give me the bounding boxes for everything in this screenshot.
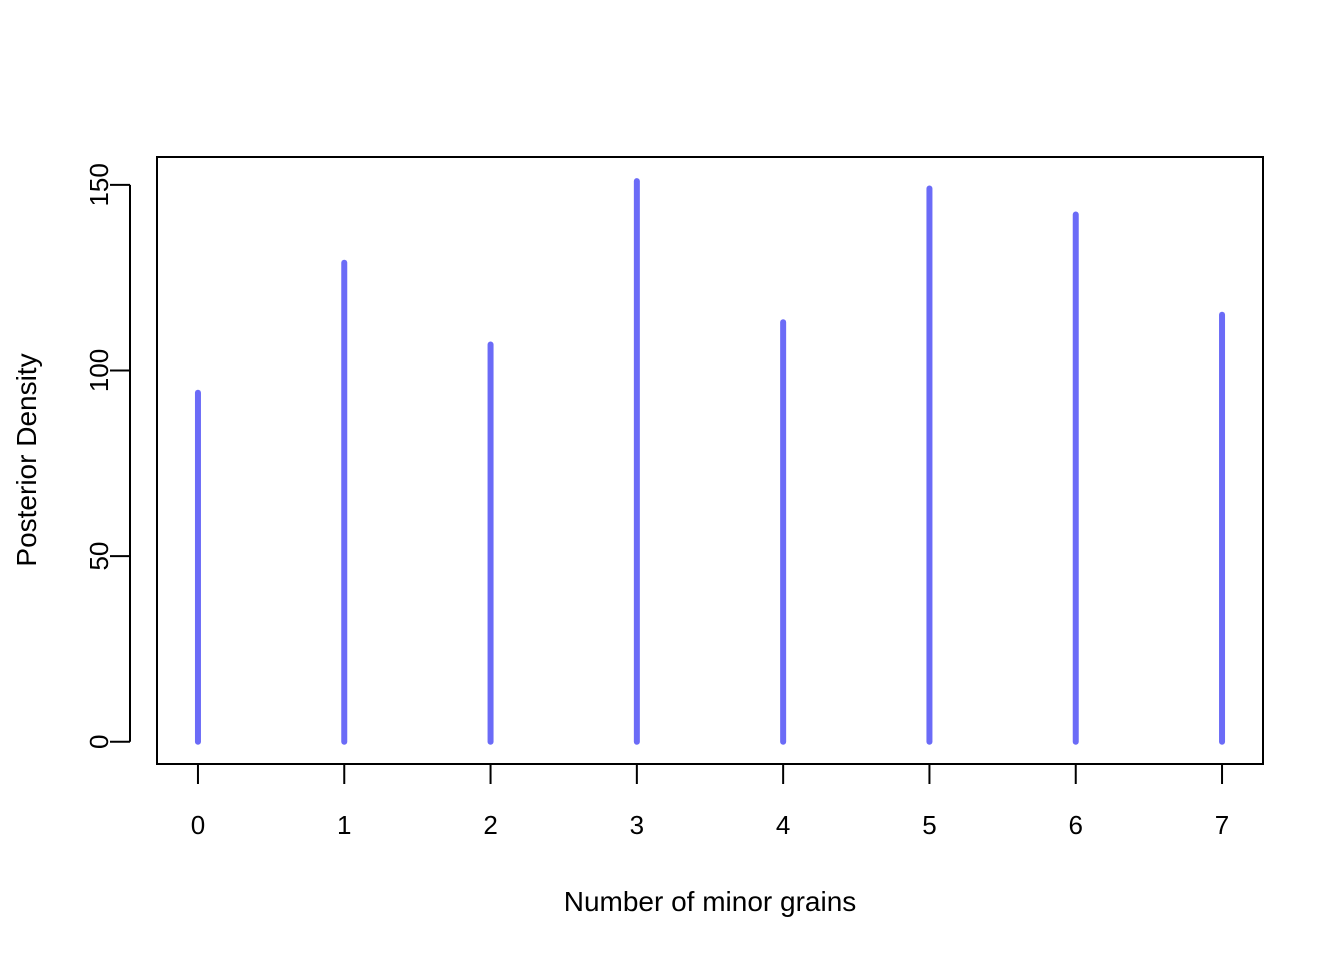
- x-tick-label: 3: [630, 810, 644, 840]
- x-axis: 0 1 2 3 4 5 6 7: [191, 763, 1229, 840]
- y-tick-label: 100: [84, 349, 114, 392]
- x-tick-label: 1: [337, 810, 351, 840]
- x-axis-title: Number of minor grains: [564, 886, 857, 917]
- y-axis-title: Posterior Density: [11, 353, 42, 566]
- y-tick-label: 50: [84, 542, 114, 571]
- density-lines: [194, 178, 1226, 745]
- y-tick-label: 0: [84, 734, 114, 748]
- x-tick-label: 0: [191, 810, 205, 840]
- x-tick-label: 2: [483, 810, 497, 840]
- x-tick-label: 4: [776, 810, 790, 840]
- y-axis: 0 50 100 150: [84, 163, 131, 749]
- x-tick-label: 6: [1069, 810, 1083, 840]
- x-tick-label: 7: [1215, 810, 1229, 840]
- plot-frame: [156, 156, 1264, 765]
- x-tick-label: 5: [922, 810, 936, 840]
- y-tick-label: 150: [84, 163, 114, 206]
